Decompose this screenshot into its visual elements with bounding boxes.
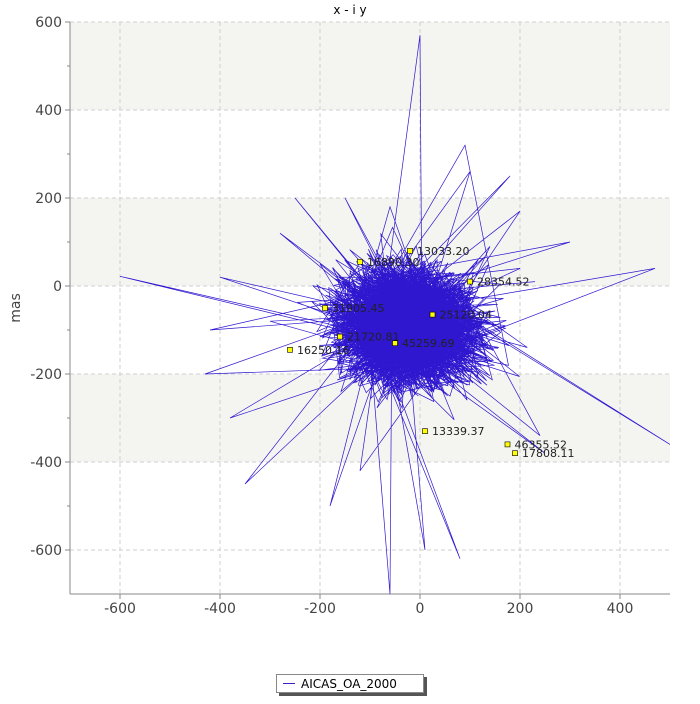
data-point-marker [337,333,343,340]
y-tick-label: -200 [30,367,62,383]
x-tick-label: -200 [304,601,336,617]
y-tick-label: -600 [30,543,62,559]
y-tick-label: -400 [30,455,62,471]
y-tick-label: 200 [35,191,62,207]
x-tick-label: 200 [507,601,534,617]
data-point-marker [429,311,436,318]
legend: AICAS_OA_2000 [276,674,424,693]
data-point-marker [287,346,293,353]
data-point-marker [422,428,428,435]
data-point-label: 13033.20 [417,245,470,258]
plot-band [70,22,670,110]
data-point-marker [392,340,398,347]
data-point-label: 46355.52 [515,438,568,451]
y-tick-label: 0 [53,279,62,295]
x-tick-label: 400 [607,601,634,617]
data-point-label: 17808.11 [522,447,575,460]
data-point-label: 21720.81 [347,331,400,344]
legend-label: AICAS_OA_2000 [301,676,397,691]
y-tick-label: 400 [35,103,62,119]
data-point-label: 16250.16 [297,344,350,357]
data-point-marker [322,305,328,311]
data-point-marker [467,278,473,285]
x-tick-label: 0 [416,601,425,617]
y-axis-label: mas [8,293,24,323]
data-point-label: 31905.45 [332,302,385,315]
data-point-label: 28354.52 [477,276,530,289]
data-point-marker [512,450,518,457]
plot-band [70,374,670,462]
data-point-marker [504,441,511,448]
data-point-marker [357,258,363,265]
legend-swatch [283,683,295,684]
data-point-label: 13339.37 [432,425,485,438]
series-line [119,35,670,594]
data-point-label: 25120.04 [440,309,493,322]
data-point-marker [407,248,413,254]
y-tick-label: 600 [35,15,62,31]
x-tick-label: -600 [104,601,136,617]
chart-title: x - i y [333,3,367,17]
data-point-label: 45259.69 [402,337,455,350]
x-tick-label: -400 [204,601,236,617]
data-point-label: 16890.30 [367,256,420,269]
